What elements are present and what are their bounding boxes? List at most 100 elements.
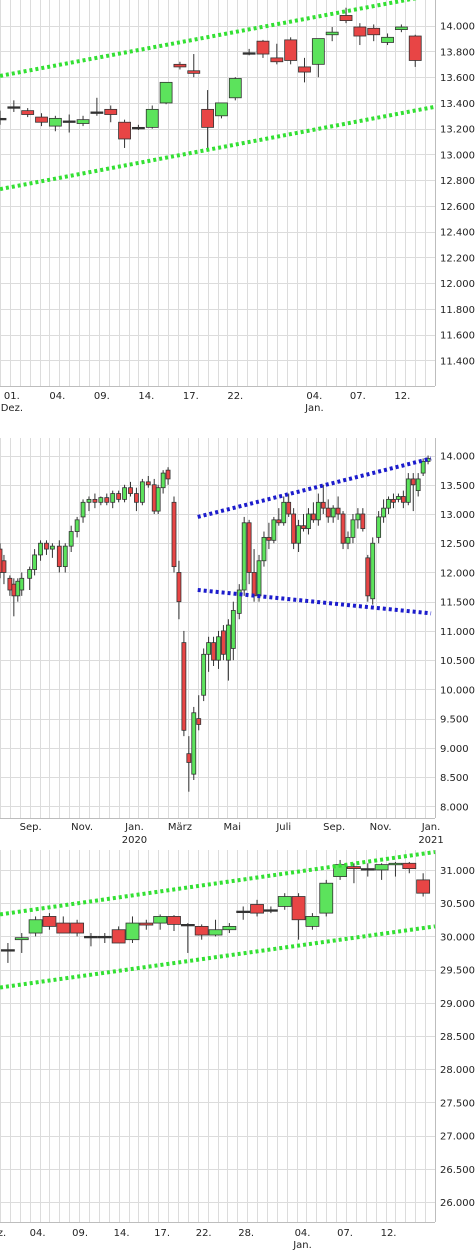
x-tick-label: 09.: [94, 391, 110, 402]
candle: [284, 37, 298, 65]
candle-body: [415, 478, 421, 492]
candle: [306, 508, 311, 535]
candle: [206, 636, 212, 672]
candle: [70, 919, 85, 937]
candle: [381, 33, 394, 46]
candle: [181, 630, 187, 737]
x-axis: z. 04. 09. 14. 17. 22. 28. 04. 07. 12. Jan.: [0, 1228, 396, 1250]
candle-body: [228, 78, 242, 99]
candle-body: [298, 66, 311, 73]
channel-line: [197, 588, 432, 616]
y-tick-label: 8.500: [440, 773, 469, 784]
candle-body: [49, 545, 55, 550]
channel-line: [197, 456, 432, 519]
candle-body: [353, 26, 367, 37]
candle: [241, 516, 247, 596]
candle-body: [225, 624, 231, 661]
candle: [386, 496, 391, 514]
candle: [62, 543, 68, 573]
candle-body: [281, 501, 287, 524]
candle: [394, 24, 408, 33]
candle: [194, 924, 209, 940]
candle-body: [320, 501, 326, 509]
chart-3-svg: 31.00030.50030.00029.50029.00028.50028.0…: [0, 850, 475, 1250]
candle: [76, 115, 90, 127]
candle: [7, 575, 13, 596]
x-tick-label: 07.: [350, 391, 366, 402]
y-tick-label: 10.000: [440, 685, 475, 696]
candle-body: [211, 642, 216, 661]
candle-body: [355, 513, 361, 521]
candle-body: [62, 120, 76, 123]
candle-body: [286, 501, 292, 515]
candle: [132, 124, 145, 130]
y-tick-label: 13.400: [440, 99, 475, 110]
candle: [48, 115, 62, 132]
candle: [301, 514, 306, 532]
x-tick-label: 09.: [72, 1228, 88, 1239]
candle: [111, 926, 126, 944]
candle: [400, 490, 406, 509]
y-tick-label: 12.000: [440, 568, 475, 579]
candle: [266, 522, 272, 550]
x-tick-label: 12.: [381, 1228, 397, 1239]
candle: [310, 502, 316, 523]
candle-body: [381, 36, 394, 43]
candle-body: [271, 519, 277, 541]
candle-body: [291, 513, 297, 544]
candle-body: [44, 542, 49, 550]
candle-body: [15, 580, 21, 597]
candle: [408, 34, 422, 67]
y-tick-label: 8.000: [440, 802, 469, 813]
candle: [187, 54, 201, 78]
candle: [410, 473, 416, 512]
candle-body: [116, 493, 122, 500]
candle: [319, 879, 334, 917]
candle-body: [208, 929, 223, 936]
candle: [221, 625, 226, 661]
candle: [374, 863, 389, 880]
candles: [0, 7, 422, 148]
candle-body: [296, 525, 301, 544]
candle-body: [104, 108, 118, 115]
candle-body: [325, 31, 339, 36]
candle: [165, 467, 171, 485]
candle-body: [201, 653, 207, 696]
candle-body: [386, 498, 391, 509]
candle-body: [38, 542, 43, 556]
candle: [62, 114, 76, 133]
candle-body: [376, 516, 382, 538]
candle-body: [35, 116, 48, 123]
y-tick-label: 14.000: [440, 452, 475, 463]
candle-body: [206, 642, 212, 655]
candle: [360, 508, 366, 532]
candle: [402, 861, 417, 874]
candle-body: [19, 577, 25, 591]
candle-body: [222, 925, 237, 931]
candle: [347, 863, 361, 884]
x-axis: 01. 04. 09. 14. 17. 22. 04. 07. 12. Dez. Jan.: [1, 391, 411, 414]
candle-body: [360, 513, 366, 530]
y-tick-label: 13.200: [440, 125, 475, 136]
candle-body: [155, 487, 161, 512]
candle: [27, 566, 33, 590]
candle: [160, 470, 166, 494]
candle: [263, 906, 278, 914]
candle-body: [104, 497, 110, 503]
x-tick-label: 17.: [183, 391, 199, 402]
candle-body: [145, 108, 159, 128]
candle-body: [191, 712, 197, 775]
candle: [92, 493, 98, 509]
candle-body: [76, 119, 90, 124]
candle: [277, 893, 292, 910]
candle-body: [176, 572, 182, 603]
y-tick-label: 9.500: [440, 715, 469, 726]
candle-body: [408, 35, 422, 61]
candle-body: [7, 577, 13, 591]
x-tick-label: 14.: [138, 391, 154, 402]
candle-body: [410, 478, 416, 486]
candle-body: [256, 40, 270, 55]
grid: [0, 850, 436, 1223]
candle-body: [21, 110, 35, 115]
candle-body: [391, 498, 396, 503]
